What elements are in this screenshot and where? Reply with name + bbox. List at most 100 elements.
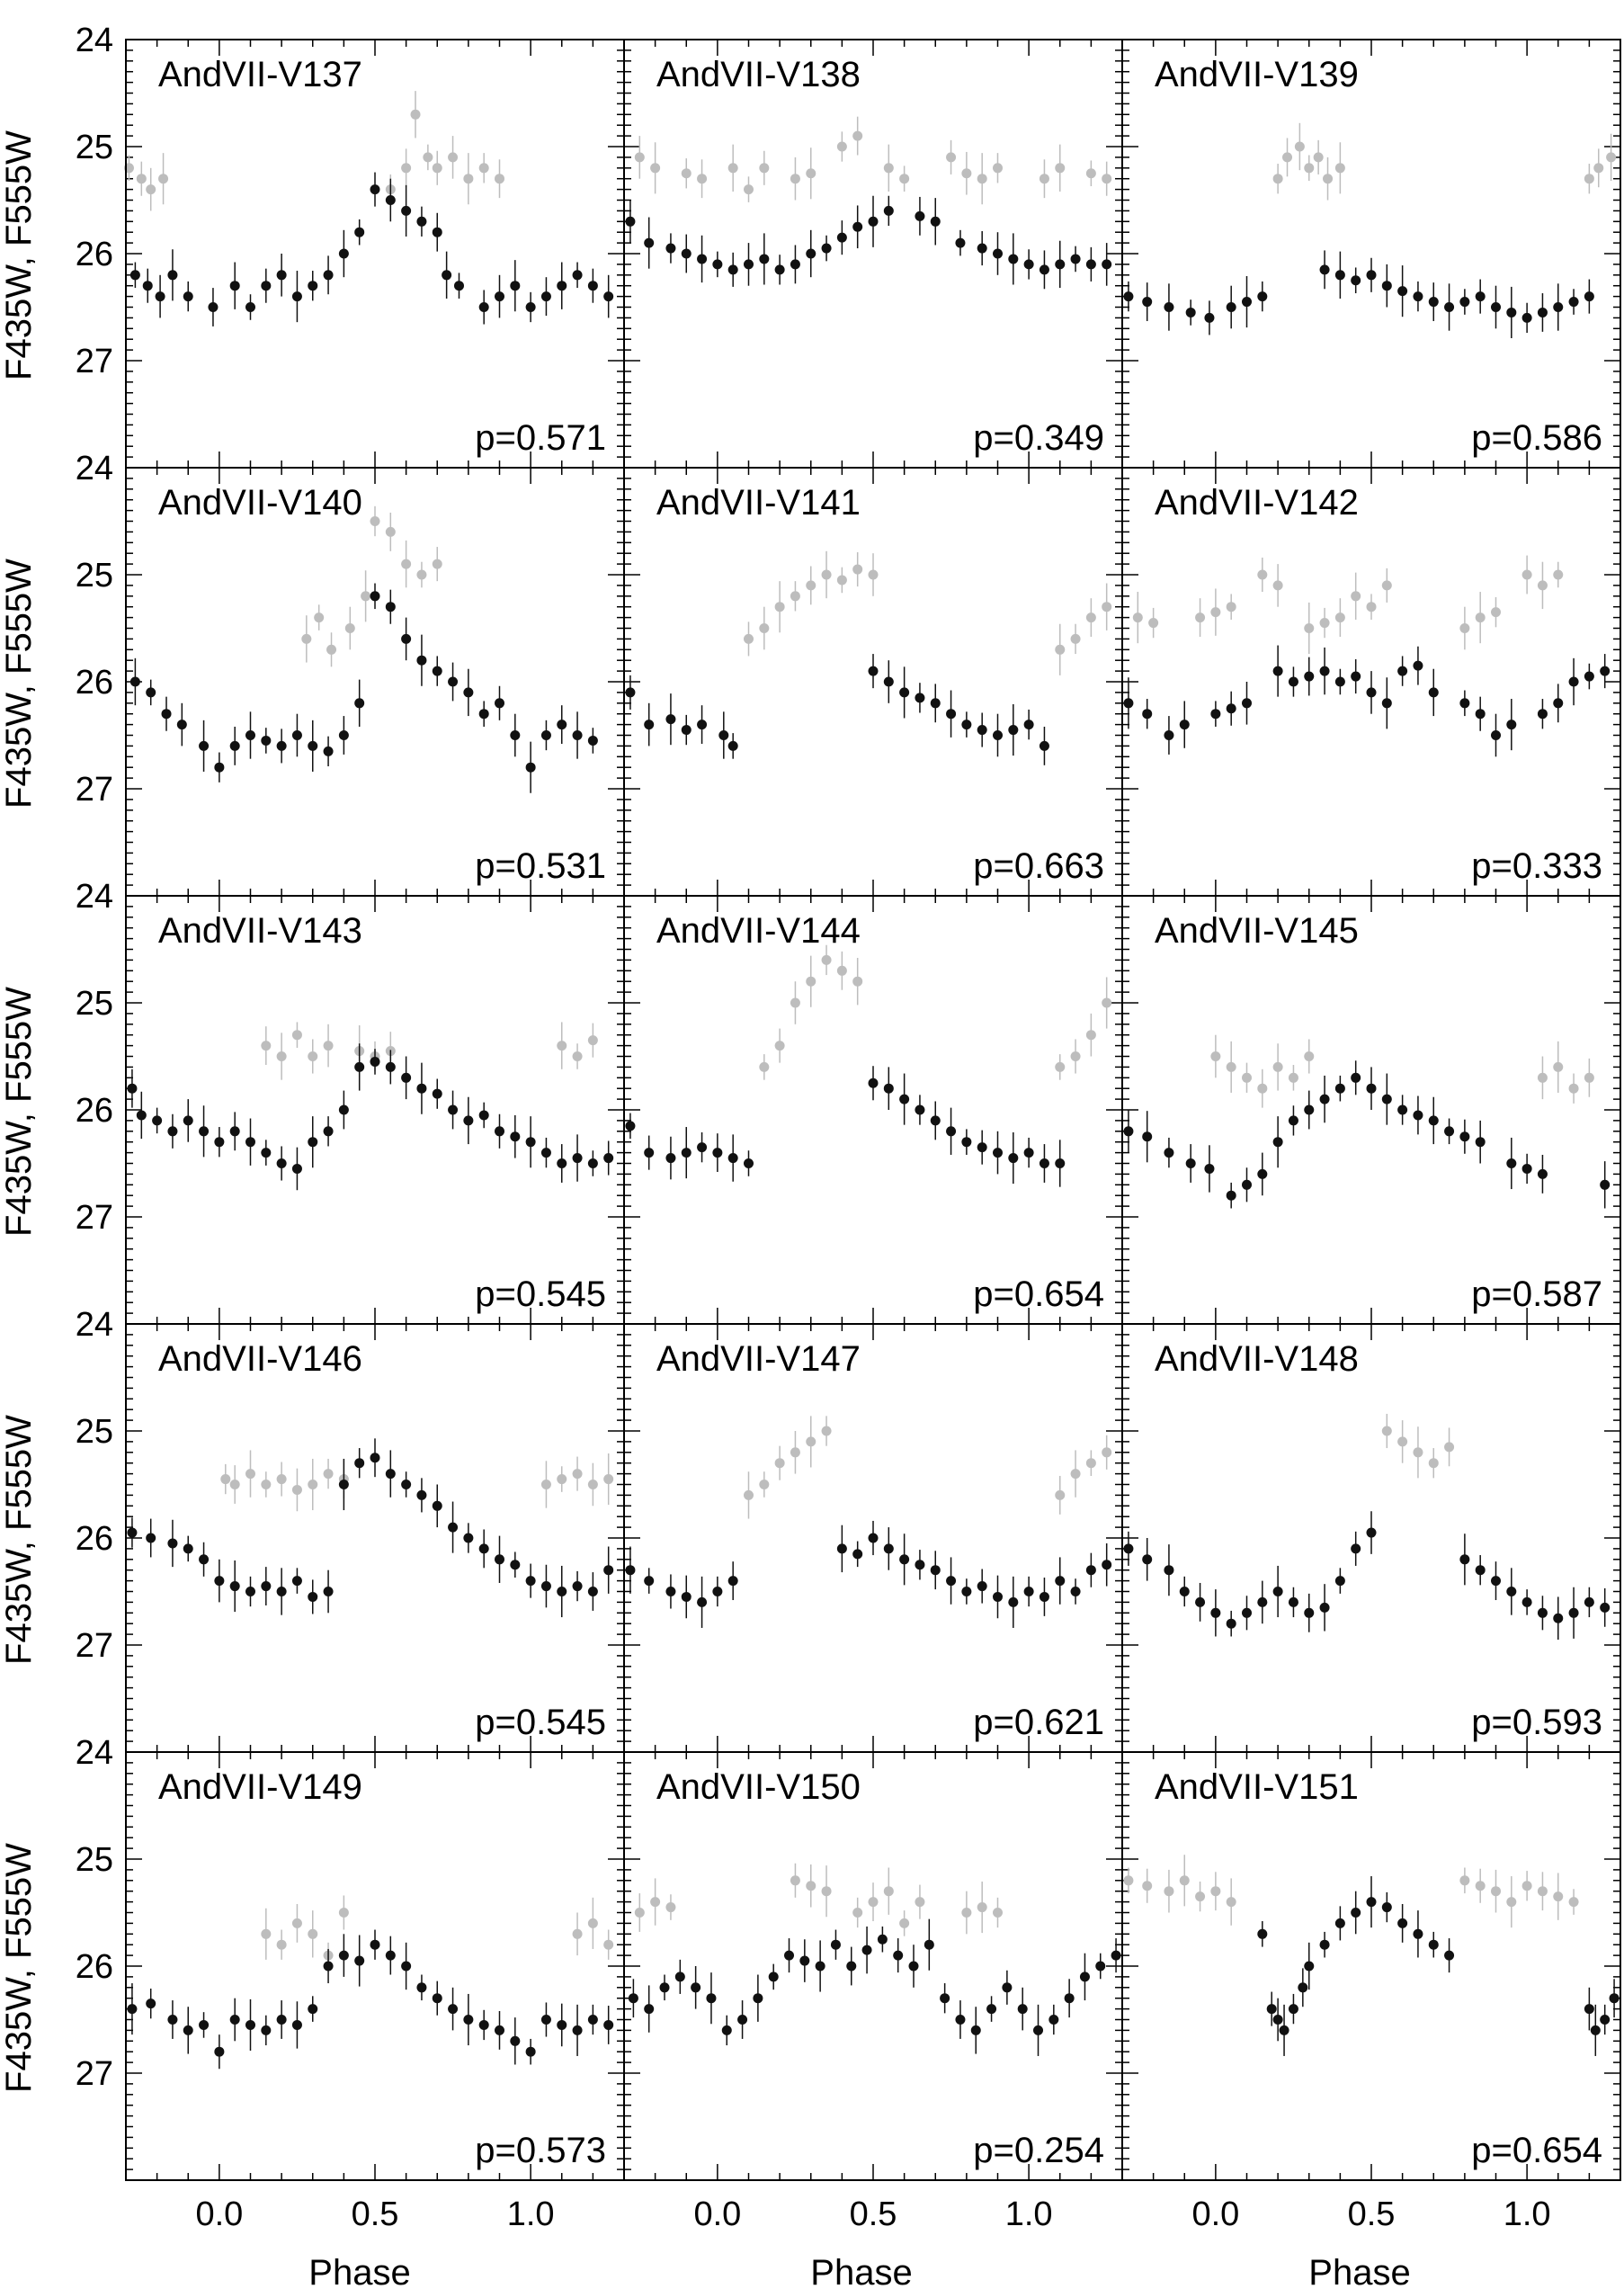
data-point xyxy=(1272,666,1283,676)
data-point xyxy=(821,569,832,580)
data-point xyxy=(1008,1153,1019,1164)
data-point xyxy=(1123,291,1134,302)
data-point xyxy=(167,2015,178,2025)
data-point xyxy=(1428,297,1439,308)
data-point xyxy=(1123,1543,1134,1554)
data-point xyxy=(1288,2004,1298,2015)
panel-frame xyxy=(623,39,1123,469)
data-point xyxy=(665,1153,676,1164)
data-point xyxy=(1506,1587,1517,1596)
data-point xyxy=(1553,302,1564,312)
data-point xyxy=(674,1972,685,1982)
data-point xyxy=(557,2019,567,2030)
data-point xyxy=(634,1908,645,1918)
data-point xyxy=(338,248,349,259)
data-point xyxy=(261,1928,272,1939)
data-point xyxy=(1294,141,1305,152)
data-point xyxy=(1164,1565,1174,1576)
data-point xyxy=(478,163,489,174)
data-point xyxy=(774,1041,785,1051)
data-point xyxy=(587,1587,598,1596)
data-point xyxy=(208,302,219,312)
data-point xyxy=(986,2004,997,2015)
data-point xyxy=(1537,1072,1548,1083)
data-point xyxy=(1257,1928,1268,1939)
data-point xyxy=(478,1110,489,1121)
data-point xyxy=(774,264,785,275)
panel-title: AndVII-V140 xyxy=(158,483,362,523)
data-point xyxy=(495,2025,504,2035)
data-point xyxy=(385,1469,396,1480)
panel-grid: AndVII-V137 p=0.571 24 25 26 27 AndVII-V138 p=0… xyxy=(76,22,1621,2233)
data-point xyxy=(1142,1554,1153,1565)
data-point xyxy=(344,623,355,633)
data-point xyxy=(1537,1607,1548,1618)
data-point xyxy=(1272,580,1283,591)
data-point xyxy=(806,168,816,179)
data-point xyxy=(354,227,365,237)
x-axis-label: Phase xyxy=(1308,2253,1410,2289)
data-point xyxy=(744,184,754,195)
panel-title: AndVII-V147 xyxy=(656,1339,861,1379)
panel-andvii-v140: AndVII-V140 p=0.531 24 25 26 27 xyxy=(76,450,625,897)
data-point xyxy=(245,730,255,740)
period-label: p=0.654 xyxy=(1471,2131,1602,2170)
data-point xyxy=(453,281,464,291)
data-point xyxy=(448,1522,459,1533)
y-axis-label: F435W, F555W xyxy=(0,987,39,1237)
data-point xyxy=(1475,709,1486,720)
data-point xyxy=(495,698,504,709)
data-point xyxy=(1195,612,1206,623)
data-point xyxy=(463,1533,474,1543)
data-point xyxy=(603,2019,614,2030)
data-point xyxy=(1600,2015,1611,2025)
data-point xyxy=(1304,1607,1315,1618)
data-point xyxy=(1070,1051,1081,1061)
data-point xyxy=(883,1083,894,1094)
data-point xyxy=(753,1993,763,2004)
data-point xyxy=(1272,1061,1283,1072)
data-point xyxy=(603,1474,614,1485)
data-point xyxy=(1304,671,1315,682)
data-point xyxy=(727,1153,738,1164)
y-axis-labels: F435W, F555W F435W, F555W F435W, F555W F… xyxy=(0,130,39,2093)
data-point xyxy=(625,1121,636,1131)
data-point xyxy=(790,174,800,184)
data-point xyxy=(308,281,318,291)
y-tick-label: 25 xyxy=(76,1413,113,1451)
data-point xyxy=(1381,1094,1392,1104)
data-point xyxy=(525,2046,536,2057)
data-point xyxy=(1210,1607,1221,1618)
data-point xyxy=(557,1158,567,1168)
data-point xyxy=(1142,709,1153,720)
data-point xyxy=(697,174,708,184)
y-tick-label: 27 xyxy=(76,343,113,380)
data-point xyxy=(1272,1587,1283,1596)
data-point xyxy=(603,291,614,302)
data-point xyxy=(338,1480,349,1489)
y-tick-label: 26 xyxy=(76,664,113,702)
data-point xyxy=(1428,687,1439,698)
data-point xyxy=(416,1982,427,1993)
data-point xyxy=(385,526,396,537)
y-tick-label: 25 xyxy=(76,1841,113,1879)
data-point xyxy=(199,1126,210,1137)
data-point xyxy=(478,1543,489,1554)
data-point xyxy=(1142,1881,1153,1891)
data-point xyxy=(737,2015,748,2025)
period-label: p=0.545 xyxy=(475,1703,606,1742)
data-point xyxy=(442,270,452,281)
data-point xyxy=(587,2015,598,2025)
data-point xyxy=(1397,1436,1408,1447)
data-point xyxy=(1048,2015,1059,2025)
data-point xyxy=(799,1955,810,1966)
data-point xyxy=(127,1083,138,1094)
data-point xyxy=(727,740,738,751)
data-point xyxy=(603,1939,614,1950)
data-point xyxy=(510,281,521,291)
panel-andvii-v141: AndVII-V141 p=0.663 xyxy=(623,467,1123,897)
period-label: p=0.333 xyxy=(1471,846,1602,886)
data-point xyxy=(161,709,172,720)
data-point xyxy=(1584,174,1594,184)
y-axis-label: F435W, F555W xyxy=(0,1843,39,2093)
